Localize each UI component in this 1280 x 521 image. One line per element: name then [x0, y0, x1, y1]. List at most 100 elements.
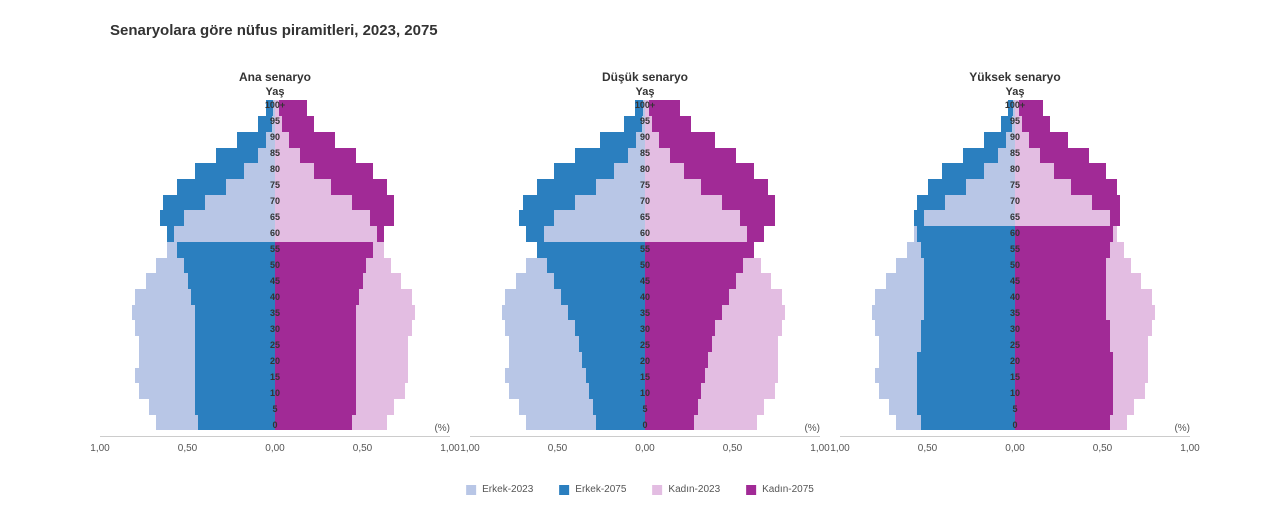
- legend-swatch: [652, 485, 662, 495]
- age-row: [470, 336, 820, 352]
- bar-kadin_2023: [275, 195, 352, 211]
- bar-kadin_2075: [275, 383, 356, 399]
- female-half: [275, 368, 450, 384]
- bar-erkek_2075: [575, 320, 645, 336]
- male-half: [470, 399, 645, 415]
- female-half: [275, 163, 450, 179]
- scenario-title: Ana senaryo: [100, 70, 450, 84]
- age-row: [100, 383, 450, 399]
- female-half: [1015, 273, 1190, 289]
- age-row: [840, 336, 1190, 352]
- male-half: [470, 336, 645, 352]
- male-half: [840, 336, 1015, 352]
- x-tick-label: 0,00: [635, 443, 654, 454]
- legend-label: Kadın-2023: [668, 484, 720, 495]
- female-half: [275, 399, 450, 415]
- bar-erkek_2075: [561, 289, 645, 305]
- female-half: [275, 179, 450, 195]
- female-half: [645, 148, 820, 164]
- age-row: [840, 100, 1190, 116]
- age-row: [470, 210, 820, 226]
- age-row: [470, 163, 820, 179]
- population-pyramid: Düşük senaryoYaş100+95908580757065605550…: [470, 70, 820, 470]
- female-half: [645, 320, 820, 336]
- bar-erkek_2023: [984, 163, 1016, 179]
- bar-erkek_2075: [582, 352, 645, 368]
- bar-erkek_2075: [921, 242, 1016, 258]
- x-tick-label: 1,00: [440, 443, 459, 454]
- male-half: [100, 273, 275, 289]
- male-half: [100, 242, 275, 258]
- bar-erkek_2023: [205, 195, 275, 211]
- bar-erkek_2075: [586, 368, 646, 384]
- female-half: [1015, 258, 1190, 274]
- female-half: [275, 116, 450, 132]
- bar-kadin_2023: [275, 148, 300, 164]
- bar-kadin_2075: [1015, 415, 1110, 431]
- age-row: [100, 305, 450, 321]
- male-half: [470, 305, 645, 321]
- bar-kadin_2075: [645, 368, 705, 384]
- male-half: [100, 132, 275, 148]
- female-half: [1015, 336, 1190, 352]
- x-axis-unit: (%): [1174, 423, 1190, 434]
- x-axis-unit: (%): [804, 423, 820, 434]
- male-half: [470, 352, 645, 368]
- age-row: [840, 179, 1190, 195]
- male-half: [100, 383, 275, 399]
- x-tick-label: 0,50: [723, 443, 742, 454]
- bar-kadin_2023: [275, 132, 289, 148]
- male-half: [100, 399, 275, 415]
- x-tick-label: 1,00: [90, 443, 109, 454]
- bar-erkek_2075: [917, 368, 1015, 384]
- male-half: [470, 116, 645, 132]
- bar-kadin_2075: [275, 336, 356, 352]
- scenario-title: Yüksek senaryo: [840, 70, 1190, 84]
- male-half: [470, 258, 645, 274]
- bar-kadin_2023: [275, 116, 282, 132]
- age-row: [100, 273, 450, 289]
- bar-kadin_2023: [1015, 163, 1054, 179]
- age-row: [100, 399, 450, 415]
- bar-kadin_2023: [1015, 132, 1029, 148]
- male-half: [470, 132, 645, 148]
- bars-area: [470, 100, 820, 430]
- female-half: [645, 132, 820, 148]
- bar-erkek_2075: [917, 226, 1015, 242]
- bar-erkek_2023: [966, 179, 1015, 195]
- female-half: [275, 320, 450, 336]
- age-row: [100, 226, 450, 242]
- bar-erkek_2023: [258, 148, 276, 164]
- bar-erkek_2075: [921, 336, 1016, 352]
- bar-erkek_2023: [924, 210, 1015, 226]
- female-half: [645, 226, 820, 242]
- x-tick-label: 0,50: [918, 443, 937, 454]
- bar-kadin_2023: [645, 132, 659, 148]
- bar-kadin_2075: [645, 242, 754, 258]
- bar-kadin_2075: [645, 100, 680, 116]
- female-half: [645, 179, 820, 195]
- bar-kadin_2023: [275, 210, 370, 226]
- age-row: [840, 163, 1190, 179]
- bar-kadin_2075: [1015, 399, 1113, 415]
- age-row: [100, 336, 450, 352]
- age-row: [470, 399, 820, 415]
- bar-erkek_2075: [589, 383, 645, 399]
- age-row: [100, 352, 450, 368]
- bar-erkek_2023: [184, 210, 275, 226]
- scenario-subtitle: Yaş: [100, 86, 450, 98]
- female-half: [645, 368, 820, 384]
- age-row: [100, 195, 450, 211]
- male-half: [840, 289, 1015, 305]
- bar-kadin_2075: [275, 289, 359, 305]
- age-row: [840, 415, 1190, 431]
- female-half: [1015, 415, 1190, 431]
- age-row: [470, 383, 820, 399]
- male-half: [840, 163, 1015, 179]
- age-row: [840, 195, 1190, 211]
- bar-kadin_2075: [1015, 242, 1110, 258]
- bar-erkek_2023: [1006, 132, 1015, 148]
- bar-kadin_2023: [645, 116, 652, 132]
- female-half: [1015, 320, 1190, 336]
- age-row: [840, 368, 1190, 384]
